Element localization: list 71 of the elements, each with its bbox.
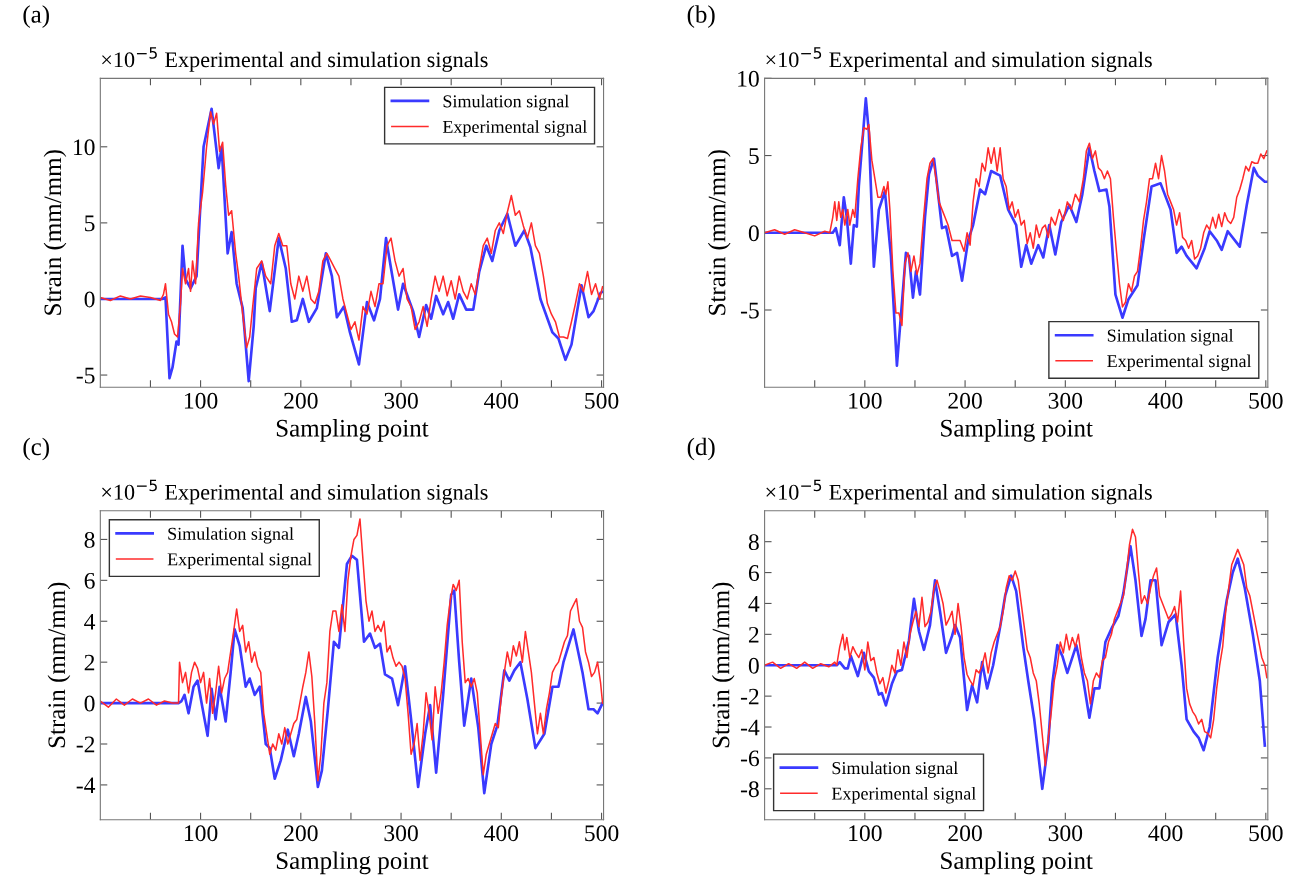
text: (c) [23, 437, 49, 461]
x-tick-label: 400 [1148, 392, 1183, 409]
legend-label: Simulation signal [832, 761, 958, 778]
chart-title: ×10$^{−5}$ Experimental and simulation signals [766, 47, 1152, 72]
chart-title: ×10$^{−5}$ Experimental and simulation signals [102, 479, 488, 505]
x-tick-label: 500 [1249, 825, 1283, 842]
x-axis-title: Sampling point [941, 419, 1093, 442]
y-tick-label: -2 [740, 688, 759, 705]
y-tick-label: 6 [748, 565, 760, 581]
legend-label: Experimental signal [831, 787, 976, 804]
x-tick-label: 200 [284, 392, 318, 409]
x-tick-label: 200 [284, 825, 318, 842]
y-tick-label: 0 [748, 225, 759, 242]
line-series [100, 518, 604, 782]
x-tick-label: 400 [1148, 825, 1183, 842]
x-tick-label: 100 [184, 825, 218, 842]
y-tick-label: -8 [740, 781, 759, 798]
x-tick-label: 200 [948, 392, 982, 409]
x-axis-title: Sampling point [276, 419, 429, 442]
y-axis-title: Strain (mm/mm) [43, 150, 67, 315]
y-tick-label: 5 [85, 215, 95, 232]
y-tick-label: 0 [84, 695, 95, 712]
y-axis-title: Strain (mm/mm) [707, 150, 731, 315]
x-tick-label: 200 [948, 825, 982, 842]
y-tick-label: 2 [84, 654, 95, 671]
x-tick-label: 300 [384, 825, 418, 842]
x-axis-title: Sampling point [276, 851, 429, 875]
line-series [100, 554, 604, 795]
x-tick-label: 100 [849, 392, 882, 409]
y-tick-label: -2 [76, 736, 95, 753]
x-tick-label: 500 [585, 392, 619, 409]
y-tick-label: 8 [748, 534, 759, 551]
y-tick-label: -5 [740, 302, 759, 319]
chart-title: ×10$^{−5}$ Experimental and simulation signals [102, 47, 488, 72]
x-tick-label: 100 [849, 825, 882, 842]
y-tick-label: -6 [740, 750, 760, 767]
legend-label: Experimental signal [167, 552, 312, 570]
y-tick-label: -5 [76, 367, 95, 384]
x-axis-title: Sampling point [941, 851, 1093, 875]
legend-label: Simulation signal [168, 527, 294, 544]
y-axis-title: Strain (mm/mm) [711, 582, 735, 748]
x-tick-label: 300 [1048, 825, 1083, 842]
x-tick-label: 500 [585, 825, 619, 842]
y-tick-label: 5 [749, 148, 759, 164]
legend-label: Simulation signal [1107, 328, 1234, 346]
x-tick-label: 400 [484, 825, 519, 842]
y-axis-title: Strain (mm/mm) [47, 582, 71, 748]
chart-title: ×10$^{−5}$ Experimental and simulation signals [766, 479, 1152, 505]
text: (d) [687, 437, 715, 461]
y-tick-label: 0 [748, 657, 759, 674]
y-tick-label: 8 [84, 531, 95, 548]
y-tick-label: 10 [738, 70, 759, 87]
x-tick-label: 400 [484, 392, 519, 409]
x-tick-label: 300 [384, 392, 418, 409]
legend-label: Experimental signal [1107, 354, 1252, 371]
x-tick-label: 300 [1048, 392, 1083, 409]
y-tick-label: 6 [84, 572, 95, 589]
y-tick-label: 4 [84, 613, 96, 630]
legend-label: Experimental signal [442, 120, 587, 137]
text: (b) [687, 5, 715, 28]
legend-label: Simulation signal [443, 94, 569, 112]
y-tick-label: -4 [740, 719, 760, 736]
y-tick-label: 4 [748, 596, 760, 612]
x-tick-label: 100 [184, 392, 218, 409]
y-tick-label: 2 [748, 626, 759, 643]
text: (a) [23, 5, 49, 28]
y-tick-label: -4 [76, 777, 96, 794]
x-tick-label: 500 [1249, 392, 1283, 409]
line-series [764, 123, 1268, 327]
y-tick-label: 0 [84, 291, 95, 308]
y-tick-label: 10 [73, 139, 95, 156]
